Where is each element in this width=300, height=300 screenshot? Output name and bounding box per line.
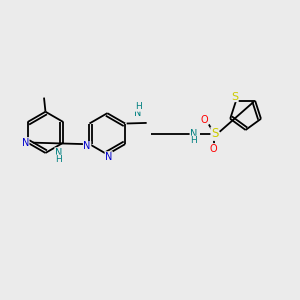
- Text: H: H: [55, 155, 62, 164]
- Text: S: S: [211, 127, 218, 140]
- Text: S: S: [231, 92, 238, 102]
- Text: N: N: [22, 138, 29, 148]
- Text: N: N: [55, 148, 62, 158]
- Text: O: O: [200, 115, 208, 125]
- Text: N: N: [134, 108, 142, 118]
- Text: H: H: [190, 136, 197, 145]
- Text: N: N: [105, 152, 112, 162]
- Text: N: N: [83, 142, 91, 152]
- Text: O: O: [209, 144, 217, 154]
- Text: N: N: [190, 129, 197, 139]
- Text: H: H: [135, 102, 142, 111]
